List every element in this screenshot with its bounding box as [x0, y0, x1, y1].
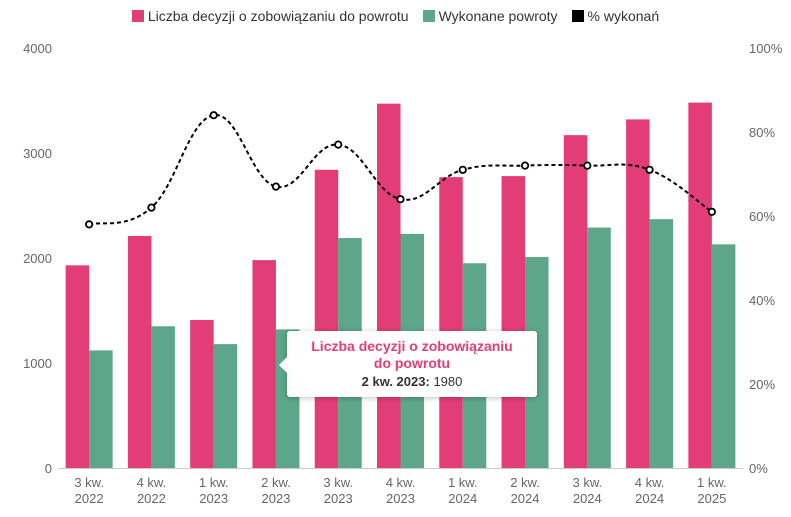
bar-decisions — [439, 177, 463, 468]
y-right-tick-label: 80% — [749, 125, 775, 140]
tooltip-value: 1980 — [433, 374, 463, 389]
bar-decisions — [501, 176, 526, 468]
legend-swatch-decisions — [131, 10, 144, 22]
legend-item-percent[interactable]: % wykonań — [571, 8, 660, 24]
x-tick-label: 2025 — [697, 491, 726, 506]
y-left-tick-label: 2000 — [23, 251, 52, 266]
bar-decisions — [626, 119, 650, 469]
tooltip: Liczba decyzji o zobowiązaniu do powrotu… — [279, 331, 537, 397]
y-left-tick-label: 3000 — [23, 146, 52, 161]
y-left-tick-label: 4000 — [23, 41, 52, 56]
x-tick-label: 3 kw. — [573, 475, 603, 490]
bar-returns — [89, 350, 113, 468]
percent-line — [88, 114, 713, 226]
x-tick-label: 2023 — [261, 491, 290, 506]
bar-decisions — [190, 319, 214, 468]
x-tick-label: 4 kw. — [386, 475, 416, 490]
percent-point — [583, 161, 592, 170]
percent-point — [271, 182, 281, 191]
legend-swatch-returns — [422, 10, 435, 22]
percent-point — [147, 203, 156, 212]
x-tick-label: 2024 — [573, 491, 602, 506]
percent-point — [458, 165, 467, 174]
percent-point — [334, 140, 343, 149]
percent-point — [209, 111, 218, 120]
percent-point — [396, 195, 405, 204]
legend-label-decisions: Liczba decyzji o zobowiązaniu do powrotu — [147, 8, 409, 24]
tooltip-category: 2 kw. 2023: — [361, 374, 430, 389]
legend-label-returns: Wykonane powroty — [438, 8, 558, 24]
bar-decisions — [127, 235, 152, 468]
legend-label-percent: % wykonań — [587, 8, 660, 24]
x-tick-label: 2023 — [324, 491, 353, 506]
x-tick-label: 3 kw. — [323, 475, 353, 490]
bar-returns — [711, 244, 736, 468]
bar-returns — [587, 227, 611, 468]
x-tick-label: 2 kw. — [261, 475, 291, 490]
x-tick-label: 2024 — [448, 491, 477, 506]
bar-decisions — [65, 265, 90, 468]
y-right-tick-label: 0% — [749, 461, 768, 476]
x-tick-label: 2022 — [137, 491, 166, 506]
bar-decisions — [252, 260, 276, 468]
percent-point — [85, 220, 94, 229]
y-left-tick-label: 1000 — [23, 356, 52, 371]
x-tick-label: 2024 — [635, 491, 664, 506]
legend-item-decisions[interactable]: Liczba decyzji o zobowiązaniu do powrotu — [131, 8, 409, 24]
x-tick-label: 2023 — [386, 491, 415, 506]
bar-returns — [151, 326, 175, 468]
x-tick-label: 4 kw. — [635, 475, 665, 490]
tooltip-value-line: 2 kw. 2023: 1980 — [287, 374, 537, 389]
percent-point — [520, 161, 530, 170]
y-left-tick-label: 0 — [45, 461, 52, 476]
x-tick-label: 1 kw. — [199, 475, 229, 490]
x-tick-label: 4 kw. — [137, 475, 167, 490]
legend-item-returns[interactable]: Wykonane powroty — [422, 8, 558, 24]
x-tick-label: 3 kw. — [74, 475, 104, 490]
bar-returns — [649, 219, 674, 468]
legend: Liczba decyzji o zobowiązaniu do powrotu… — [0, 8, 791, 24]
y-right-tick-label: 60% — [749, 209, 775, 224]
percent-point — [707, 207, 716, 216]
bar-decisions — [688, 102, 712, 468]
x-tick-label: 2022 — [75, 491, 104, 506]
bar-decisions — [314, 169, 339, 469]
bar-decisions — [377, 103, 401, 469]
x-tick-label: 2 kw. — [510, 475, 540, 490]
y-right-tick-label: 20% — [749, 377, 775, 392]
percent-point — [645, 165, 654, 174]
x-tick-label: 1 kw. — [697, 475, 727, 490]
bar-returns — [213, 344, 238, 468]
x-tick-label: 2024 — [511, 491, 540, 506]
y-right-tick-label: 40% — [749, 293, 775, 308]
y-right-tick-label: 100% — [749, 41, 783, 56]
x-tick-label: 1 kw. — [448, 475, 478, 490]
tooltip-series-name: Liczba decyzji o zobowiązaniu do powrotu — [311, 338, 513, 371]
bar-decisions — [563, 135, 588, 468]
legend-swatch-percent — [571, 10, 584, 22]
x-tick-label: 2023 — [199, 491, 228, 506]
